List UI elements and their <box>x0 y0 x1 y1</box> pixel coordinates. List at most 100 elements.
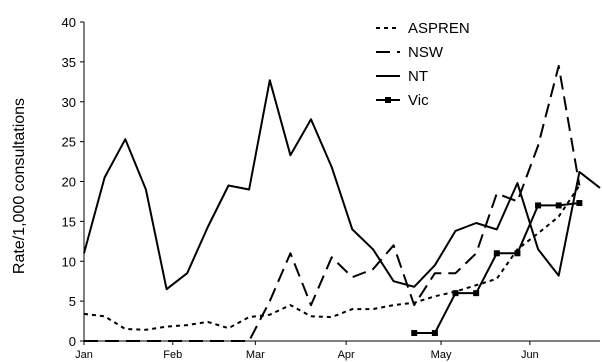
data-point-nt <box>289 154 291 156</box>
data-point-vic <box>411 330 418 337</box>
data-point-nt <box>413 286 415 288</box>
y-tick-label: 30 <box>62 95 76 110</box>
data-point-nsw <box>248 340 250 342</box>
data-point-nt <box>330 166 332 168</box>
data-point-nsw <box>578 184 580 186</box>
series-nt <box>83 79 601 291</box>
data-point-nt <box>310 118 312 120</box>
data-point-nsw <box>454 272 456 274</box>
data-point-vic <box>535 202 542 209</box>
data-point-aspren <box>434 295 436 297</box>
data-point-nsw <box>310 304 312 306</box>
data-point-nsw <box>516 200 518 202</box>
data-point-aspren <box>537 232 539 234</box>
x-tick-label: Mar <box>246 349 265 361</box>
data-point-aspren <box>475 284 477 286</box>
data-point-nsw <box>83 340 85 342</box>
data-point-nsw <box>537 144 539 146</box>
data-point-vic <box>576 200 583 207</box>
data-point-nt <box>454 230 456 232</box>
data-point-nsw <box>186 340 188 342</box>
data-point-nt <box>475 222 477 224</box>
data-point-nsw <box>330 256 332 258</box>
y-tick-label: 15 <box>62 214 76 229</box>
data-point-aspren <box>83 313 85 315</box>
data-point-aspren <box>227 327 229 329</box>
data-point-aspren <box>165 325 167 327</box>
data-point-nt <box>207 226 209 228</box>
data-point-nt <box>434 264 436 266</box>
y-axis-label: Rate/1,000 consultations <box>11 98 28 274</box>
data-point-vic <box>514 250 521 257</box>
data-point-nsw <box>269 300 271 302</box>
data-point-nt <box>351 228 353 230</box>
data-point-aspren <box>496 278 498 280</box>
data-point-nsw <box>392 244 394 246</box>
data-point-nt <box>558 274 560 276</box>
data-point-aspren <box>310 315 312 317</box>
legend-label-aspren: ASPREN <box>408 20 470 37</box>
series-layer <box>83 64 601 342</box>
data-point-nt <box>516 182 518 184</box>
data-point-aspren <box>558 215 560 217</box>
data-point-nt <box>392 280 394 282</box>
data-point-nt <box>83 252 85 254</box>
series-line-vic <box>414 202 580 334</box>
legend-label-nt: NT <box>408 68 428 85</box>
x-tick-label: Apr <box>338 349 355 361</box>
data-point-nt <box>103 176 105 178</box>
data-point-vic <box>473 290 480 297</box>
x-tick-label: Jan <box>75 349 93 361</box>
data-point-vic <box>452 290 459 297</box>
x-tick-label: Jun <box>521 349 539 361</box>
y-tick-label: 10 <box>62 254 76 269</box>
data-point-aspren <box>124 328 126 330</box>
x-tick-label: Feb <box>163 349 182 361</box>
y-tick-label: 20 <box>62 175 76 190</box>
data-point-nt <box>165 288 167 290</box>
series-line-nt <box>83 79 601 291</box>
data-point-nsw <box>103 340 105 342</box>
data-point-nt <box>269 79 271 81</box>
data-point-nt <box>145 188 147 190</box>
legend-marker-vic <box>385 97 391 103</box>
data-point-nsw <box>124 340 126 342</box>
data-point-nsw <box>207 340 209 342</box>
data-point-aspren <box>392 304 394 306</box>
data-point-nt <box>578 171 580 173</box>
data-point-nsw <box>413 304 415 306</box>
data-point-aspren <box>145 329 147 331</box>
data-point-vic <box>493 250 500 257</box>
series-nsw <box>83 64 581 342</box>
data-point-aspren <box>289 304 291 306</box>
legend: ASPREN NSW NT Vic <box>376 20 470 109</box>
data-point-nsw <box>165 340 167 342</box>
data-point-nt <box>599 187 601 189</box>
data-point-nt <box>496 228 498 230</box>
data-point-nsw <box>496 192 498 194</box>
data-point-nsw <box>434 272 436 274</box>
legend-item-aspren: ASPREN <box>376 20 470 37</box>
data-point-nsw <box>475 252 477 254</box>
legend-item-nsw: NSW <box>376 44 444 61</box>
data-point-aspren <box>269 313 271 315</box>
data-point-nsw <box>351 276 353 278</box>
y-tick-label: 5 <box>69 294 76 309</box>
data-point-vic <box>555 202 562 209</box>
legend-item-vic: Vic <box>376 92 429 109</box>
data-point-aspren <box>351 308 353 310</box>
series-line-nsw <box>84 64 581 342</box>
y-tick-label: 35 <box>62 55 76 70</box>
data-point-nt <box>124 138 126 140</box>
x-tick-label: May <box>431 349 452 361</box>
data-point-aspren <box>248 316 250 318</box>
data-point-nsw <box>145 340 147 342</box>
y-tick-label: 25 <box>62 135 76 150</box>
data-point-nt <box>372 248 374 250</box>
data-point-aspren <box>372 308 374 310</box>
data-point-nsw <box>558 65 560 67</box>
data-point-nt <box>186 272 188 274</box>
data-point-aspren <box>103 315 105 317</box>
data-point-nsw <box>289 252 291 254</box>
